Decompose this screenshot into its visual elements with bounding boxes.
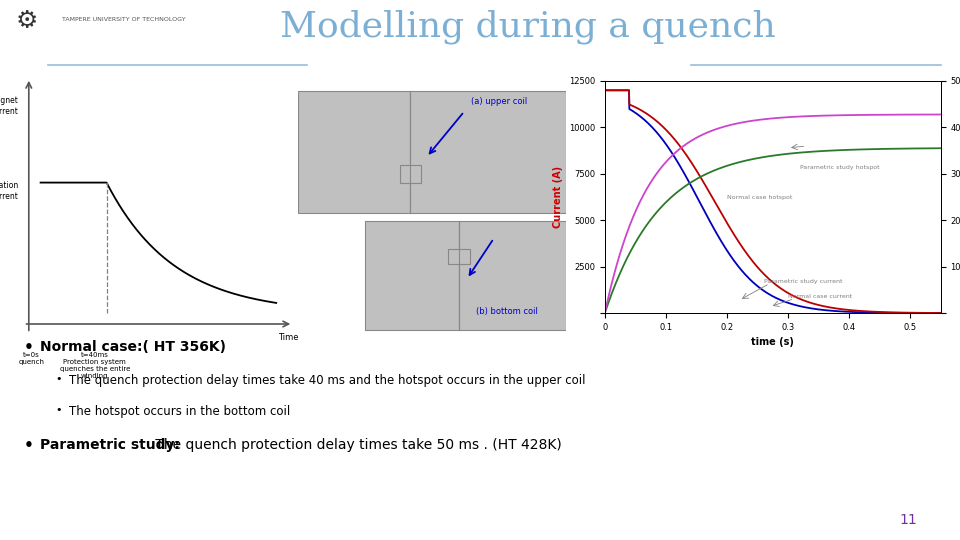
Text: Modelling during a quench: Modelling during a quench xyxy=(280,9,776,44)
Y-axis label: Current (A): Current (A) xyxy=(553,166,564,228)
Text: t=0s
quench: t=0s quench xyxy=(18,352,44,365)
Text: Magnet
current: Magnet current xyxy=(0,97,18,116)
Text: Parametric study current: Parametric study current xyxy=(763,279,842,284)
Text: Parametric study hotspot: Parametric study hotspot xyxy=(801,165,880,170)
Bar xyxy=(298,91,411,213)
Bar xyxy=(365,221,459,330)
Text: Time: Time xyxy=(277,333,299,342)
Text: •: • xyxy=(56,405,62,415)
Bar xyxy=(459,221,566,330)
Text: •: • xyxy=(24,340,34,355)
Text: The quench protection delay times take 50 ms . (HT 428K): The quench protection delay times take 5… xyxy=(151,438,562,453)
Text: TAMPERE UNIVERSITY OF TECHNOLOGY: TAMPERE UNIVERSITY OF TECHNOLOGY xyxy=(62,17,186,22)
Bar xyxy=(411,91,566,213)
Text: •: • xyxy=(24,438,34,454)
Text: The quench protection delay times take 40 ms and the hotspot occurs in the upper: The quench protection delay times take 4… xyxy=(69,374,586,387)
Text: The hotspot occurs in the bottom coil: The hotspot occurs in the bottom coil xyxy=(69,405,290,418)
Text: t=40ms
Protection system
quenches the entire
winding: t=40ms Protection system quenches the en… xyxy=(60,352,130,379)
Text: •: • xyxy=(56,374,62,384)
Text: Normal case current: Normal case current xyxy=(788,294,852,299)
Text: Normal case hotspot: Normal case hotspot xyxy=(727,195,792,200)
Text: Operation
current: Operation current xyxy=(0,181,18,200)
Text: ⚙: ⚙ xyxy=(15,9,38,33)
Bar xyxy=(399,165,421,183)
X-axis label: time (s): time (s) xyxy=(752,338,794,347)
Text: 11: 11 xyxy=(900,512,917,526)
Bar xyxy=(448,248,469,264)
Text: (a) upper coil: (a) upper coil xyxy=(471,97,527,106)
Text: Normal case:( HT 356K): Normal case:( HT 356K) xyxy=(40,340,227,354)
Text: (b) bottom coil: (b) bottom coil xyxy=(476,307,539,316)
Text: Parametric study:: Parametric study: xyxy=(40,438,180,453)
